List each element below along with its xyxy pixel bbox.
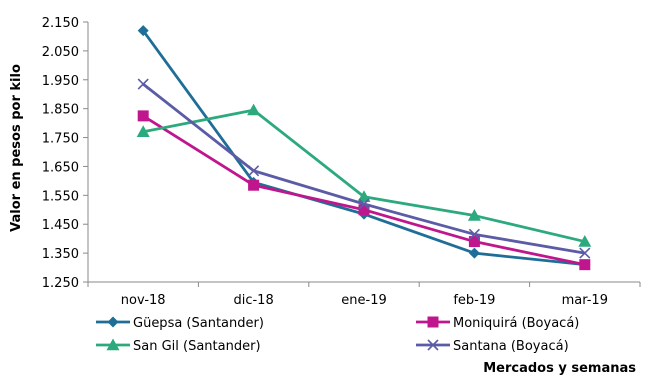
y-tick-label: 1.350 — [42, 247, 79, 262]
legend-label: Moniquirá (Boyacá) — [453, 316, 579, 331]
y-tick-label: 1.550 — [42, 189, 79, 204]
data-point-stroke — [248, 165, 260, 177]
y-tick-label: 1.250 — [42, 276, 79, 291]
y-tick-label: 2.150 — [42, 16, 79, 31]
x-tick-label: ene-19 — [341, 293, 386, 308]
legend-item-0: Güepsa (Santander) — [96, 316, 264, 331]
legend-item-1: Moniquirá (Boyacá) — [416, 316, 579, 331]
series-3 — [137, 78, 591, 259]
data-point — [137, 78, 149, 90]
x-axis-title: Mercados y semanas — [483, 361, 636, 376]
data-point — [248, 179, 260, 191]
series-0 — [137, 25, 591, 271]
data-point — [578, 235, 592, 247]
legend-label: Santana (Boyacá) — [453, 339, 569, 354]
y-axis-title: Valor en pesos por kilo — [9, 64, 24, 232]
data-point — [137, 25, 149, 37]
y-tick-label: 1.950 — [42, 74, 79, 89]
legend-item-3: Santana (Boyacá) — [416, 339, 569, 354]
series-line — [142, 108, 586, 243]
y-tick-label: 1.650 — [42, 160, 79, 175]
series-line — [142, 83, 586, 255]
series-2 — [136, 103, 592, 247]
series-layer — [136, 25, 592, 271]
data-point — [468, 247, 480, 259]
legend: Güepsa (Santander) Moniquirá (Boyacá) San … — [96, 316, 579, 354]
legend-label: Güepsa (Santander) — [133, 316, 264, 331]
axes: 1.250 1.350 1.450 1.550 1.650 1.750 1.850 1.950… — [42, 16, 641, 308]
data-point-stroke — [137, 78, 149, 90]
legend-label: San Gil (Santander) — [133, 339, 261, 354]
legend-item-2: San Gil (Santander) — [96, 338, 261, 354]
x-tick-label: nov-18 — [121, 293, 166, 308]
legend-marker — [107, 316, 119, 328]
x-tick-label: dic-18 — [233, 293, 273, 308]
data-point — [468, 228, 480, 240]
data-point — [136, 125, 150, 137]
y-tick-label: 1.850 — [42, 103, 79, 118]
data-point-stroke — [358, 198, 370, 210]
legend-marker — [427, 339, 439, 351]
legend-marker — [106, 338, 120, 351]
y-tick-label: 1.750 — [42, 132, 79, 147]
data-point-stroke — [468, 228, 480, 240]
data-point — [467, 209, 481, 221]
data-point — [247, 103, 261, 116]
x-tick-label: mar-19 — [562, 293, 608, 308]
series-1 — [137, 110, 591, 271]
data-point — [357, 190, 371, 202]
data-point — [248, 165, 260, 177]
data-point — [137, 110, 149, 122]
y-tick-label: 1.450 — [42, 218, 79, 233]
legend-marker — [427, 316, 439, 328]
data-point — [358, 204, 370, 216]
data-point — [468, 236, 480, 248]
data-point-stroke — [579, 247, 591, 259]
x-tick-label: feb-19 — [453, 293, 495, 308]
data-point — [358, 198, 370, 210]
data-point — [579, 247, 591, 259]
y-tick-label: 2.050 — [42, 45, 79, 60]
legend-marker-stroke — [427, 339, 439, 351]
data-point — [579, 259, 591, 271]
series-line — [142, 29, 585, 267]
